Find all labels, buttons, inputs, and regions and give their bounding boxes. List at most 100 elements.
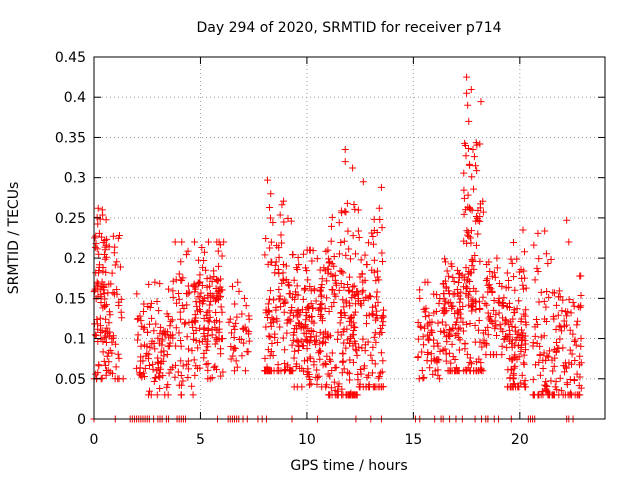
data-point [470,285,478,293]
data-point [517,315,525,323]
data-point [357,370,365,378]
data-point [520,359,528,367]
data-point [522,284,530,292]
data-point [379,306,387,314]
data-point [96,215,104,223]
data-point [335,219,343,227]
data-point [278,239,286,247]
data-point [570,377,578,385]
data-point [434,355,442,363]
data-point [290,383,298,391]
data-point [552,326,560,334]
data-point [265,308,273,316]
data-point [117,295,125,303]
data-point [576,391,584,399]
data-point [293,282,301,290]
data-point [231,344,239,352]
data-point [274,361,282,369]
data-point [318,281,326,289]
data-point [417,323,425,331]
data-point [551,354,559,362]
data-point [176,308,184,316]
data-point [529,391,537,399]
data-point [150,378,158,386]
data-point [197,289,205,297]
data-point [305,314,313,322]
data-point [204,325,212,333]
data-point [445,290,453,298]
data-point [192,314,200,322]
data-point [204,291,212,299]
data-point [440,329,448,337]
data-point [102,253,110,261]
data-point [173,299,181,307]
data-point [98,283,106,291]
data-point [534,229,542,237]
data-point [353,351,361,359]
data-point [481,299,489,307]
data-point [343,199,351,207]
data-point [455,346,463,354]
data-point [505,283,513,291]
data-point [282,262,290,270]
data-point [327,270,335,278]
data-point [474,230,482,238]
data-point [208,325,216,333]
data-point [372,277,380,285]
data-point [321,359,329,367]
data-point [379,313,387,321]
data-point [147,299,155,307]
data-point [344,336,352,344]
data-point [213,336,221,344]
data-point [104,289,112,297]
data-point [112,340,120,348]
data-point [432,307,440,315]
data-point [513,305,521,313]
data-point [134,331,142,339]
x-tick-label: 10 [298,432,316,448]
data-point [177,315,185,323]
data-point [242,367,250,375]
data-point [515,383,523,391]
data-point [206,313,214,321]
data-point [449,273,457,281]
data-point [373,267,381,275]
data-point [491,273,499,281]
data-point [227,329,235,337]
data-point [547,256,555,264]
data-point [543,352,551,360]
data-point [303,345,311,353]
data-point [116,263,124,271]
data-point [289,367,297,375]
data-point [139,357,147,365]
data-point [92,232,100,240]
data-point [219,368,227,376]
data-point [340,237,348,245]
data-point [318,314,326,322]
data-point [281,346,289,354]
data-point [297,337,305,345]
data-point [136,312,144,320]
data-point [148,337,156,345]
data-point [213,238,221,246]
data-point [290,354,298,362]
data-point [495,309,503,317]
data-point [419,374,427,382]
data-point [462,152,470,160]
data-point [428,318,436,326]
data-point [464,101,472,109]
data-point [141,364,149,372]
x-tick-label: 15 [404,432,422,448]
data-point [245,315,253,323]
data-point [492,311,500,319]
data-point [537,333,545,341]
data-point [418,348,426,356]
data-point [434,319,442,327]
data-point [208,292,216,300]
data-point [338,209,346,217]
data-point [95,250,103,258]
data-point [272,306,280,314]
data-point [557,387,565,395]
data-point [299,342,307,350]
data-point [577,334,585,342]
